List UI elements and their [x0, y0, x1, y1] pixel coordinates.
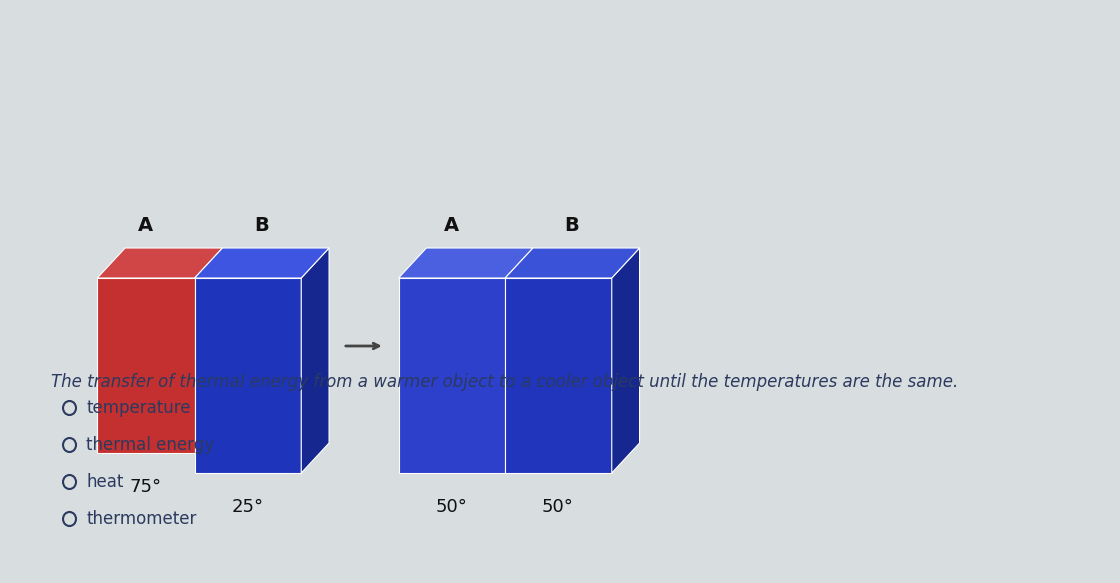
Text: B: B — [254, 216, 269, 235]
Polygon shape — [399, 248, 533, 278]
Polygon shape — [195, 278, 301, 473]
Text: thermometer: thermometer — [86, 510, 197, 528]
Text: heat: heat — [86, 473, 123, 491]
Polygon shape — [399, 278, 505, 473]
Polygon shape — [505, 278, 612, 473]
Text: A: A — [138, 216, 153, 235]
Text: 25°: 25° — [232, 498, 263, 516]
Text: B: B — [564, 216, 579, 235]
Polygon shape — [97, 248, 223, 278]
Polygon shape — [301, 248, 329, 473]
Text: thermal energy: thermal energy — [86, 436, 214, 454]
Text: 50°: 50° — [436, 498, 467, 516]
Text: temperature: temperature — [86, 399, 190, 417]
Polygon shape — [97, 278, 195, 453]
Polygon shape — [612, 248, 640, 473]
Text: 50°: 50° — [542, 498, 573, 516]
Text: A: A — [444, 216, 459, 235]
Polygon shape — [505, 248, 640, 278]
Text: The transfer of thermal energy from a warmer object to a cooler object until the: The transfer of thermal energy from a wa… — [52, 373, 959, 391]
Polygon shape — [195, 248, 329, 278]
Text: 75°: 75° — [130, 478, 161, 496]
